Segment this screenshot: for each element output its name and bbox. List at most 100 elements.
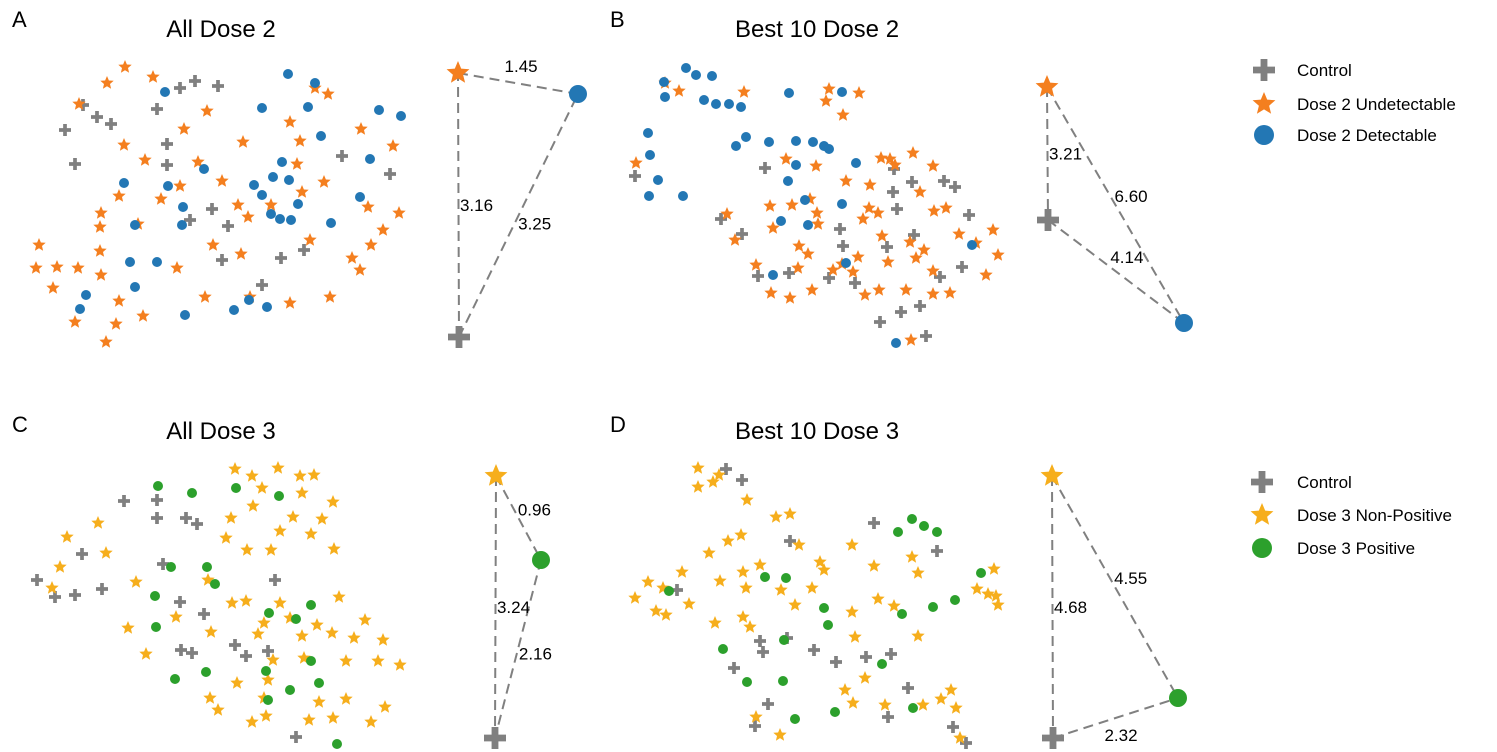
point-control (947, 721, 959, 733)
point-detectable (257, 190, 267, 200)
point-undetectable (753, 558, 767, 571)
point-control (762, 698, 774, 710)
point-control (881, 241, 893, 253)
point-control (671, 584, 683, 596)
point-undetectable (764, 286, 778, 299)
point-control (96, 583, 108, 595)
distance-line (457, 72, 460, 338)
point-undetectable (347, 631, 361, 644)
point-undetectable (826, 263, 840, 276)
point-undetectable (45, 581, 59, 594)
legend-dose2-control-label: Control (1297, 61, 1352, 80)
star-icon (1250, 503, 1274, 525)
point-undetectable (393, 658, 407, 671)
point-undetectable (304, 527, 318, 540)
point-control (784, 535, 796, 547)
point-detectable (664, 586, 674, 596)
point-undetectable (672, 84, 686, 97)
point-detectable (768, 270, 778, 280)
point-undetectable (903, 235, 917, 248)
point-undetectable (734, 528, 748, 541)
point-undetectable (68, 315, 82, 328)
point-detectable (718, 644, 728, 654)
point-undetectable (846, 265, 860, 278)
legend-dose3-control-label: Control (1297, 473, 1352, 492)
point-undetectable (852, 86, 866, 99)
scatter-panel-b: 3.21 6.60 4.14 (629, 63, 1193, 348)
point-undetectable (378, 700, 392, 713)
point-detectable (178, 202, 188, 212)
point-detectable (81, 290, 91, 300)
point-undetectable (376, 633, 390, 646)
point-detectable (830, 707, 840, 717)
point-undetectable (917, 243, 931, 256)
point-undetectable (71, 261, 85, 274)
point-detectable (166, 562, 176, 572)
point-undetectable (899, 283, 913, 296)
point-detectable (897, 609, 907, 619)
point-control (938, 175, 950, 187)
circle-icon (1254, 125, 1274, 145)
point-detectable (163, 181, 173, 191)
centroid-detectable (569, 85, 587, 103)
point-control (895, 306, 907, 318)
point-undetectable (769, 510, 783, 523)
point-undetectable (871, 206, 885, 219)
point-control (161, 138, 173, 150)
point-undetectable (286, 510, 300, 523)
point-control (189, 75, 201, 87)
point-control (956, 261, 968, 273)
point-control (31, 574, 43, 586)
point-detectable (286, 215, 296, 225)
point-undetectable (261, 673, 275, 686)
point-control (874, 316, 886, 328)
legend-dose2-detectable-label: Dose 2 Detectable (1297, 126, 1437, 145)
point-undetectable (264, 543, 278, 556)
point-undetectable (290, 157, 304, 170)
point-detectable (919, 521, 929, 531)
point-control (384, 168, 396, 180)
point-undetectable (883, 152, 897, 165)
point-undetectable (989, 589, 1003, 602)
point-undetectable (691, 461, 705, 474)
point-undetectable (251, 627, 265, 640)
point-undetectable (200, 104, 214, 117)
point-detectable (332, 739, 342, 749)
point-detectable (736, 102, 746, 112)
panel-label-c: C (12, 412, 28, 437)
point-undetectable (169, 610, 183, 623)
point-undetectable (339, 692, 353, 705)
point-detectable (681, 63, 691, 73)
point-undetectable (29, 261, 43, 274)
point-control (269, 574, 281, 586)
star-icon (1252, 92, 1276, 114)
point-undetectable (872, 283, 886, 296)
point-undetectable (783, 291, 797, 304)
point-detectable (130, 220, 140, 230)
point-detectable (125, 257, 135, 267)
point-control (151, 103, 163, 115)
point-undetectable (720, 207, 734, 220)
point-control (749, 720, 761, 732)
point-undetectable (675, 565, 689, 578)
point-control (290, 731, 302, 743)
point-undetectable (273, 596, 287, 609)
point-undetectable (927, 204, 941, 217)
point-control (262, 645, 274, 657)
point-undetectable (913, 185, 927, 198)
point-detectable (275, 214, 285, 224)
distance-line (494, 475, 497, 739)
panel-title-d: Best 10 Dose 3 (735, 418, 899, 445)
point-undetectable (779, 152, 793, 165)
point-detectable (791, 160, 801, 170)
point-undetectable (708, 616, 722, 629)
point-control (275, 252, 287, 264)
point-undetectable (215, 174, 229, 187)
point-undetectable (259, 709, 273, 722)
point-undetectable (845, 605, 859, 618)
point-detectable (928, 602, 938, 612)
point-detectable (731, 141, 741, 151)
point-undetectable (874, 151, 888, 164)
point-control (69, 589, 81, 601)
point-undetectable (295, 185, 309, 198)
